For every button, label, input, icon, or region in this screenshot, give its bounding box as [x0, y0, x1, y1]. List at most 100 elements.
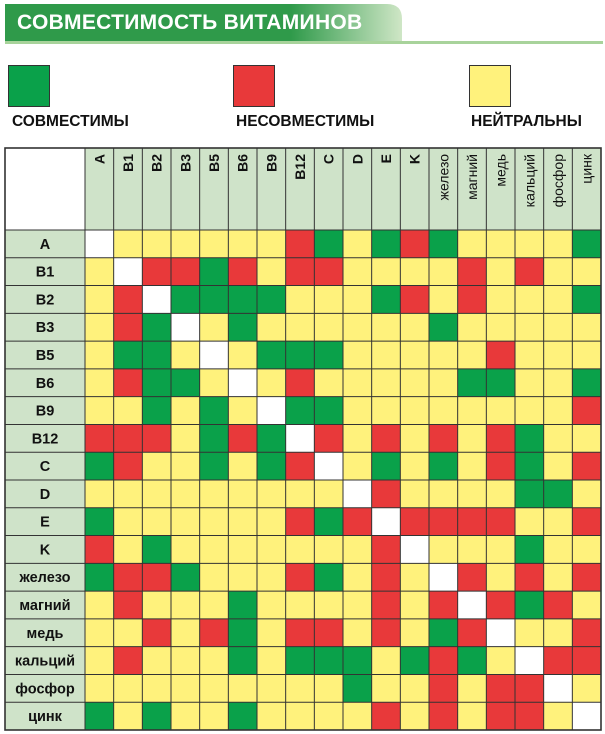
heatmap-cell-8-1 [85, 424, 114, 453]
heatmap-cell-9-3 [142, 452, 171, 480]
heatmap-cell-17-5 [199, 674, 229, 703]
heatmap-cell-13-6 [228, 563, 257, 592]
heatmap-cell-11-12 [400, 507, 429, 536]
heatmap-cell-11-18 [572, 507, 601, 536]
heatmap-cell-4-18 [572, 313, 601, 342]
heatmap-cell-2-1 [85, 257, 114, 286]
row-label-1: A [40, 237, 51, 253]
heatmap-cell-10-2 [113, 480, 143, 508]
row-label-10: D [40, 487, 50, 503]
heatmap-cell-9-1 [85, 452, 114, 480]
heatmap-cell-5-11 [371, 341, 401, 369]
heatmap-cell-15-8 [285, 618, 315, 647]
heatmap-cell-10-14 [457, 480, 487, 508]
heatmap-cell-2-4 [171, 257, 200, 286]
heatmap-cell-16-12 [400, 646, 429, 675]
row-label-6: B6 [36, 376, 55, 392]
heatmap-cell-3-17 [543, 285, 573, 314]
heatmap-cell-4-16 [515, 313, 544, 342]
heatmap-cell-10-17 [543, 480, 573, 508]
heatmap-cell-15-15 [486, 618, 515, 647]
heatmap-cell-1-12 [400, 230, 429, 258]
row-label-5: B5 [36, 348, 55, 364]
heatmap-cell-3-9 [314, 285, 343, 314]
title-banner: СОВМЕСТИМОСТЬ ВИТАМИНОВ [5, 4, 402, 42]
heatmap-cell-8-7 [257, 424, 286, 453]
heatmap-cell-17-15 [486, 674, 515, 703]
heatmap-cell-16-17 [543, 646, 573, 675]
heatmap-cell-15-7 [257, 618, 286, 647]
heatmap-cell-15-17 [543, 618, 573, 647]
heatmap-cell-7-5 [199, 396, 229, 425]
heatmap-cell-11-6 [228, 507, 257, 536]
heatmap-cell-10-11 [371, 480, 401, 508]
heatmap-cell-15-13 [429, 618, 458, 647]
heatmap-cell-18-18 [572, 702, 601, 730]
heatmap-cell-8-15 [486, 424, 515, 453]
heatmap-cell-12-18 [572, 535, 601, 564]
column-label-17: фосфор [550, 154, 566, 208]
heatmap-cell-17-10 [343, 674, 372, 703]
corner-cell [5, 148, 85, 230]
heatmap-cell-15-4 [171, 618, 200, 647]
legend-label-compatible: СОВМЕСТИМЫ [12, 113, 129, 130]
legend-label-incompatible: НЕСОВМЕСТИМЫ [236, 113, 375, 130]
heatmap-cell-9-7 [257, 452, 286, 480]
heatmap-cell-9-14 [457, 452, 487, 480]
heatmap-cell-18-3 [142, 702, 171, 730]
row-label-8: B12 [32, 431, 59, 447]
heatmap-cell-13-5 [199, 563, 229, 592]
heatmap-cell-16-5 [199, 646, 229, 675]
heatmap-cell-1-14 [457, 230, 487, 258]
column-label-4: B3 [177, 154, 193, 172]
heatmap-cell-13-11 [371, 563, 401, 592]
heatmap-cell-14-11 [371, 591, 401, 619]
column-label-15: медь [493, 154, 509, 187]
heatmap-cell-2-9 [314, 257, 343, 286]
heatmap-cell-14-1 [85, 591, 114, 619]
legend-label-neutral: НЕЙТРАЛЬНЫ [471, 113, 582, 130]
heatmap-cell-6-17 [543, 368, 573, 397]
heatmap-cell-8-4 [171, 424, 200, 453]
heatmap-cell-14-16 [515, 591, 544, 619]
heatmap-cell-1-4 [171, 230, 200, 258]
heatmap-cell-12-14 [457, 535, 487, 564]
heatmap-cell-11-17 [543, 507, 573, 536]
heatmap-cell-9-6 [228, 452, 257, 480]
heatmap-cell-12-17 [543, 535, 573, 564]
row-label-7: B9 [36, 404, 55, 420]
heatmap-cell-18-6 [228, 702, 257, 730]
heatmap-cell-11-3 [142, 507, 171, 536]
heatmap-cell-10-1 [85, 480, 114, 508]
heatmap-cell-12-5 [199, 535, 229, 564]
heatmap-cell-15-1 [85, 618, 114, 647]
heatmap-cell-9-15 [486, 452, 515, 480]
heatmap-cell-3-4 [171, 285, 200, 314]
heatmap-cell-1-5 [199, 230, 229, 258]
heatmap-cell-4-10 [343, 313, 372, 342]
heatmap-cell-11-1 [85, 507, 114, 536]
row-label-4: B3 [36, 320, 55, 336]
heatmap-cell-7-13 [429, 396, 458, 425]
page-title: СОВМЕСТИМОСТЬ ВИТАМИНОВ [17, 11, 363, 34]
heatmap-cell-14-5 [199, 591, 229, 619]
heatmap-cell-2-5 [199, 257, 229, 286]
heatmap-cell-16-10 [343, 646, 372, 675]
heatmap-cell-7-4 [171, 396, 200, 425]
heatmap-cell-6-13 [429, 368, 458, 397]
heatmap-cell-5-6 [228, 341, 257, 369]
heatmap-cell-10-16 [515, 480, 544, 508]
heatmap-cell-15-3 [142, 618, 171, 647]
heatmap-cell-5-8 [285, 341, 315, 369]
heatmap-cell-10-7 [257, 480, 286, 508]
row-label-2: B1 [36, 265, 55, 281]
heatmap-cell-13-17 [543, 563, 573, 592]
column-label-12: K [407, 154, 423, 164]
heatmap-cell-14-13 [429, 591, 458, 619]
heatmap-cell-4-2 [113, 313, 143, 342]
heatmap-cell-16-8 [285, 646, 315, 675]
legend-swatch-compatible [8, 65, 50, 107]
heatmap-cell-14-10 [343, 591, 372, 619]
heatmap-cell-6-11 [371, 368, 401, 397]
heatmap-cell-6-9 [314, 368, 343, 397]
